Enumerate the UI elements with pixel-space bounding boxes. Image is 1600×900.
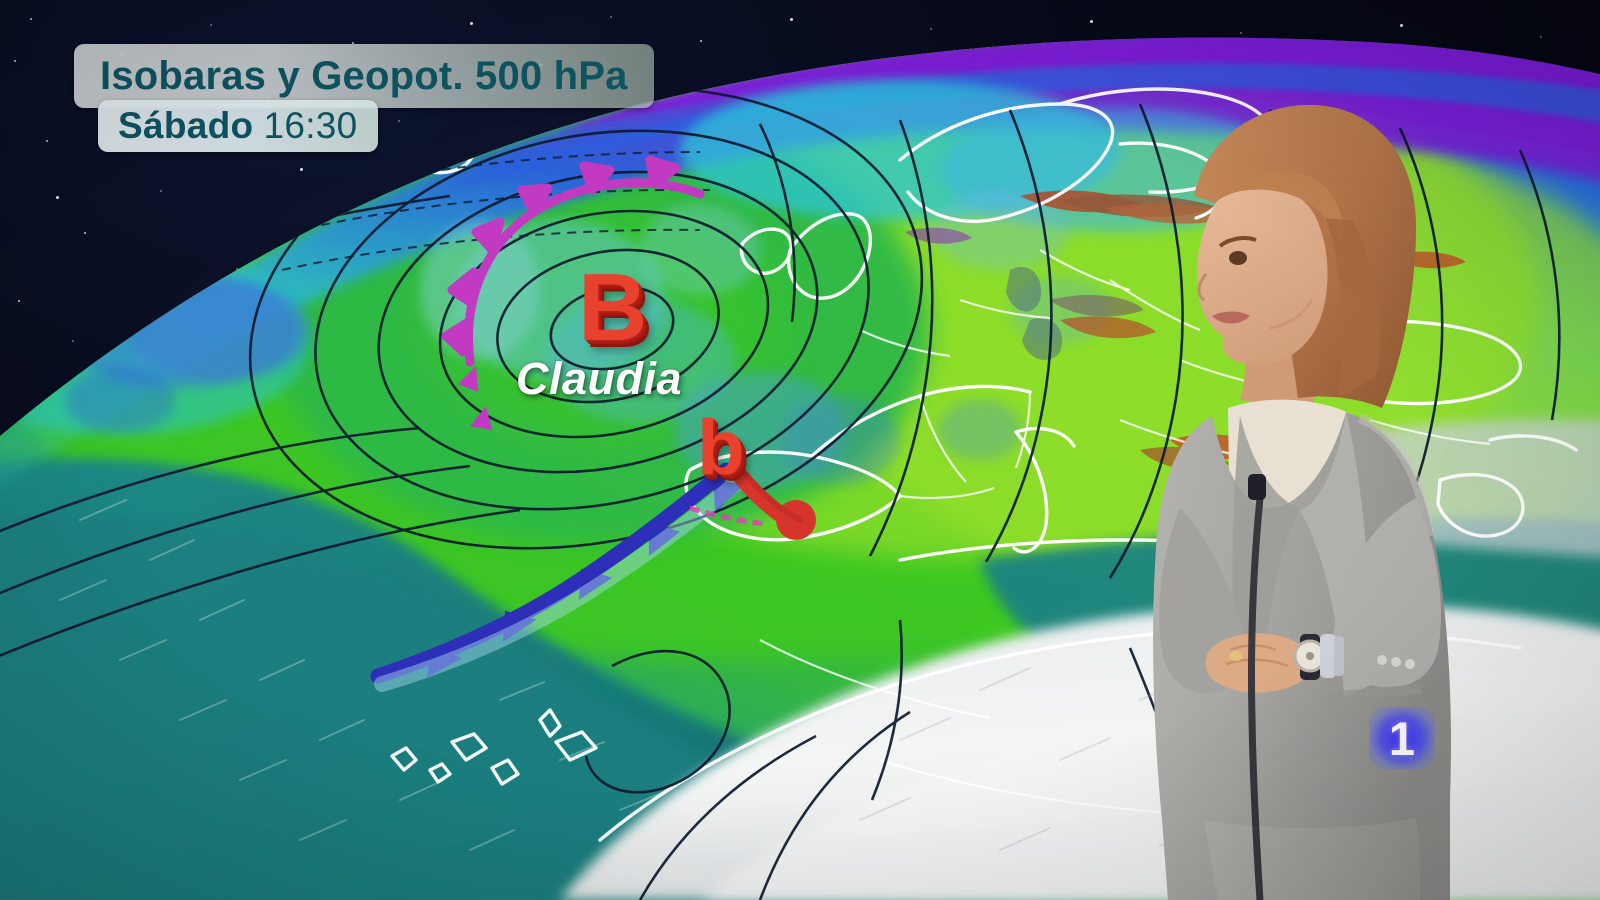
lapel-mic bbox=[1248, 474, 1266, 500]
pocket bbox=[1328, 684, 1422, 702]
warm-front bbox=[732, 468, 816, 540]
weather-presenter bbox=[1120, 78, 1520, 900]
watch bbox=[1293, 634, 1327, 680]
bracelet bbox=[1320, 634, 1344, 678]
ring bbox=[1229, 651, 1243, 661]
low-pressure-symbol-primary: B bbox=[578, 254, 648, 361]
map-day-text: Sábado bbox=[118, 105, 254, 146]
mic-cable bbox=[1247, 497, 1264, 900]
low-pressure-symbol-secondary: b bbox=[697, 403, 745, 491]
occluded-front bbox=[441, 155, 705, 367]
mouth bbox=[1212, 311, 1250, 324]
eye bbox=[1229, 251, 1247, 265]
wind-streaks bbox=[59, 499, 665, 851]
sleeve-right bbox=[1333, 498, 1442, 688]
channel-logo: 1 bbox=[1369, 707, 1435, 769]
cuff-buttons bbox=[1377, 655, 1415, 669]
map-title-text: Isobaras y Geopot. 500 hPa bbox=[100, 53, 628, 98]
map-time-text: 16:30 bbox=[263, 105, 358, 146]
trousers bbox=[1204, 818, 1420, 900]
cold-front bbox=[370, 462, 748, 692]
channel-logo-text: 1 bbox=[1388, 711, 1416, 765]
storm-name-label: Claudia bbox=[516, 353, 683, 404]
face bbox=[1196, 185, 1328, 365]
map-date-banner: Sábado 16:30 bbox=[98, 100, 378, 152]
map-title-banner: Isobaras y Geopot. 500 hPa bbox=[74, 44, 654, 108]
